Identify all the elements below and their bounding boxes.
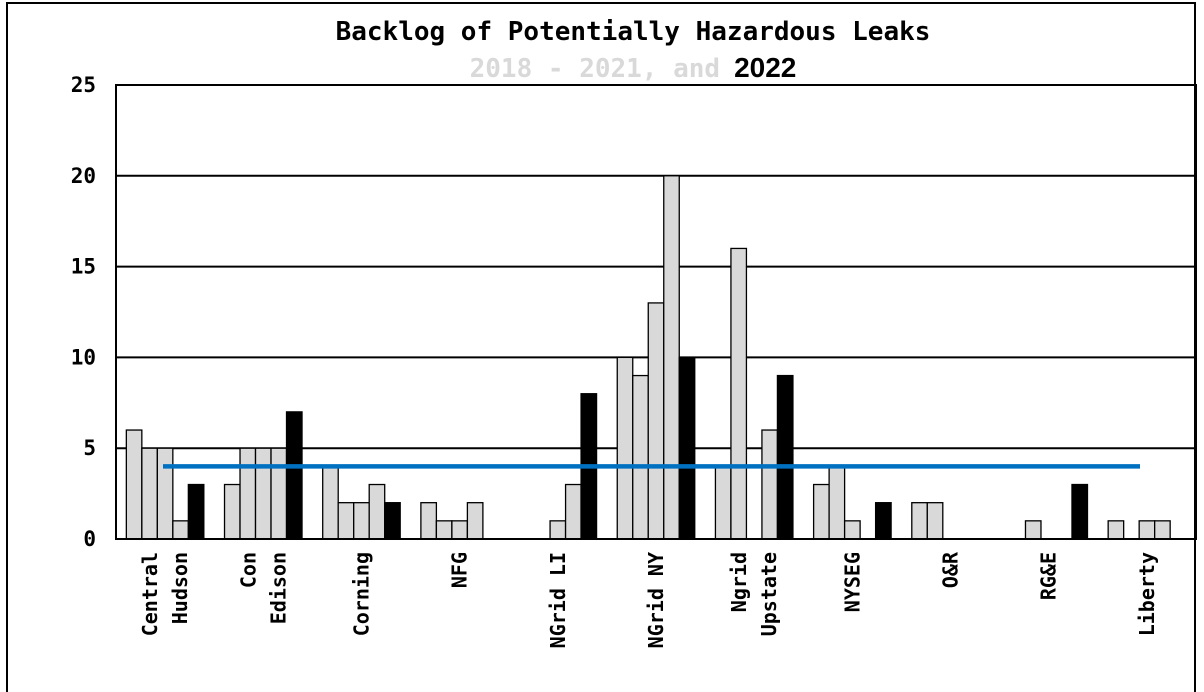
y-tick-label: 10 [71,345,96,369]
chart-subtitle: 2018 - 2021, and 2022 [470,52,797,84]
bar [1024,520,1042,540]
x-axis-ticks: Central Hudson Con Edison Corning NFG NGrid LI… [138,551,1159,648]
bar [616,356,634,540]
bar [564,483,582,540]
bar [828,465,846,540]
x-tick-label: Hudson [168,552,192,624]
bar [187,483,205,540]
bar [926,502,944,540]
bar [632,374,649,540]
x-tick-label: NGrid NY [644,552,668,648]
x-tick-label: NFG [448,552,472,588]
bar [874,502,892,540]
x-tick-label: Upstate [757,552,781,636]
subtitle-black: 2022 [734,52,796,83]
bar [285,411,303,540]
bar [1154,520,1171,540]
x-tick-label: Central [138,552,162,636]
chart-title: Backlog of Potentially Hazardous Leaks [336,17,931,47]
bar [1138,520,1156,540]
bar [435,520,453,540]
bar [384,502,401,540]
bar [761,429,779,540]
bar [420,502,438,540]
x-tick-label: Ngrid [727,552,751,612]
bar [353,502,370,540]
x-tick-label: Con [236,552,260,588]
bar [239,447,257,540]
bar [141,447,158,540]
x-tick-label: NGrid LI [546,552,570,648]
bar [549,520,567,540]
bar [812,483,830,540]
bar [223,483,241,540]
x-tick-label: O&R [939,551,963,588]
bar [270,447,288,540]
y-tick-label: 20 [71,164,96,188]
subtitle-gray: 2018 - 2021, and [470,54,720,84]
bar [451,520,469,540]
bar [368,483,386,540]
bar [1071,483,1089,540]
y-tick-label: 5 [83,436,96,460]
bar [337,502,355,540]
bar [1107,520,1125,540]
bars [125,175,1171,540]
x-tick-label: Edison [266,552,290,624]
bar [776,374,794,540]
x-tick-label: Liberty [1135,552,1159,636]
bar [125,429,143,540]
bar [322,465,339,540]
y-tick-label: 25 [71,73,96,97]
plot-area-border [115,84,1197,540]
bar [466,502,484,540]
x-tick-label: RG&E [1037,552,1061,600]
bar [678,356,696,540]
bar [156,447,174,540]
bar [714,465,732,540]
x-tick-label: NYSEG [840,552,864,612]
y-axis-ticks: 0 5 10 15 20 25 [71,73,96,551]
bar [254,447,272,540]
bar [647,302,665,540]
bar [730,247,748,540]
bar [911,502,928,540]
bar [843,520,861,540]
y-tick-label: 15 [71,255,96,279]
x-tick-label: Corning [349,552,373,636]
bar [663,175,680,540]
bar [172,520,189,540]
y-tick-label: 0 [83,527,96,551]
